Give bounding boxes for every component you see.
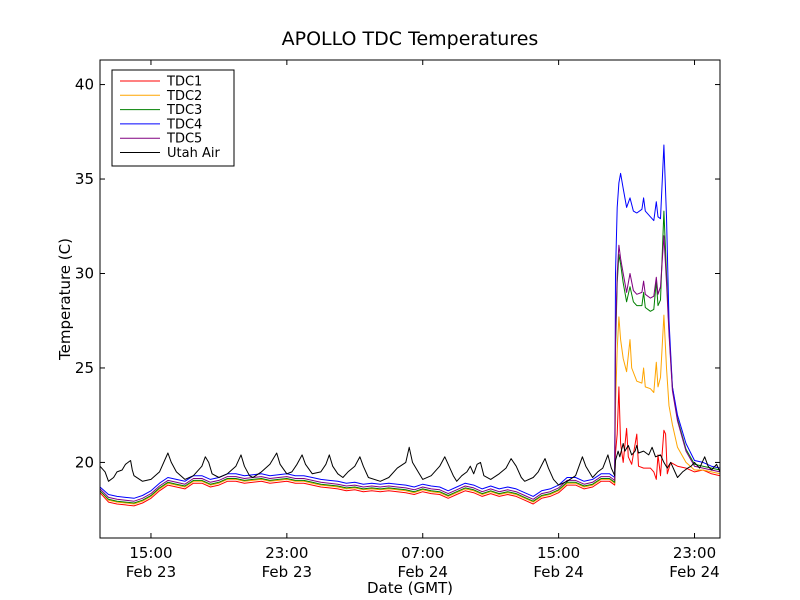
y-axis-title: Temperature (C) <box>56 238 74 361</box>
y-tick-label: 30 <box>75 264 94 282</box>
legend-label-tdc1: TDC1 <box>166 75 202 90</box>
legend-box <box>111 69 235 167</box>
series-line-tdc3 <box>99 210 721 504</box>
series-line-utah-air <box>99 443 721 486</box>
legend-label-tdc3: TDC3 <box>166 103 202 118</box>
legend-label-utah-air: Utah Air <box>167 146 220 161</box>
y-tick-label: 25 <box>75 359 94 377</box>
x-tick-label-date: Feb 24 <box>533 563 583 581</box>
legend-label-tdc4: TDC4 <box>166 117 202 132</box>
x-tick-label-time: 23:00 <box>265 544 308 562</box>
legend-label-tdc2: TDC2 <box>166 89 202 104</box>
x-tick-label-time: 15:00 <box>129 544 172 562</box>
x-tick-label-time: 23:00 <box>673 544 716 562</box>
series-line-tdc1 <box>99 386 721 507</box>
series-line-tdc2 <box>99 314 721 505</box>
x-tick-label-time: 07:00 <box>401 544 444 562</box>
y-tick-label: 35 <box>75 170 94 188</box>
x-tick-label-date: Feb 24 <box>398 563 448 581</box>
legend-label-tdc5: TDC5 <box>166 132 202 147</box>
series-layer <box>99 144 721 507</box>
chart-title: APOLLO TDC Temperatures <box>282 28 539 50</box>
x-tick-label-date: Feb 23 <box>262 563 312 581</box>
plot-frame <box>99 59 721 539</box>
y-tick-label: 20 <box>75 453 94 471</box>
y-tick-label: 40 <box>75 76 94 94</box>
series-line-tdc5 <box>99 235 721 502</box>
x-tick-label-time: 15:00 <box>537 544 580 562</box>
x-tick-label-date: Feb 23 <box>126 563 176 581</box>
x-tick-label-date: Feb 24 <box>669 563 719 581</box>
x-axis-title: Date (GMT) <box>367 579 453 597</box>
